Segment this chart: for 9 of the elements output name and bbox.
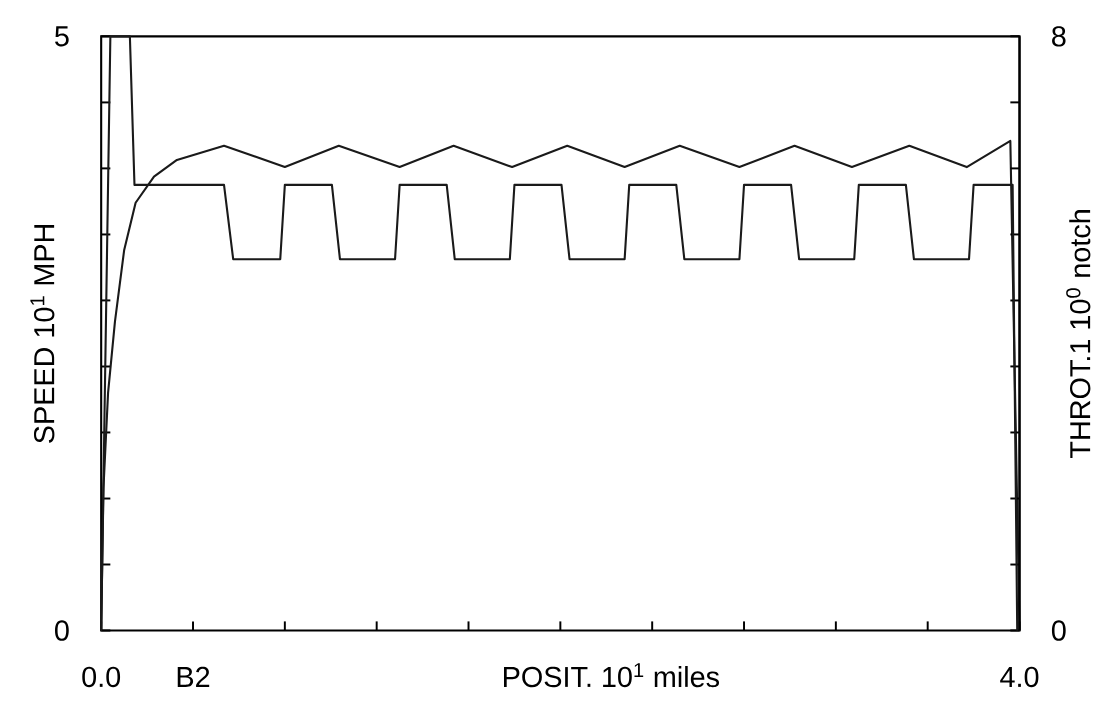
y2-tick-label: 0 (1051, 620, 1066, 641)
x-tick-label: 4.0 (1000, 666, 1039, 688)
y-tick-label: 5 (55, 26, 69, 47)
x-tick-label: B2 (177, 666, 210, 687)
x-axis-title: POSIT. 10$^{1}$ miles (504, 663, 720, 688)
y2-tick-label: 8 (1052, 26, 1066, 47)
y2-axis-title: THROT.1 10$^{0}$ notch (1066, 209, 1091, 458)
x-tick-label: 0.0 (82, 666, 121, 688)
y-axis-title: SPEED 10$^{1}$ MPH (30, 224, 55, 443)
